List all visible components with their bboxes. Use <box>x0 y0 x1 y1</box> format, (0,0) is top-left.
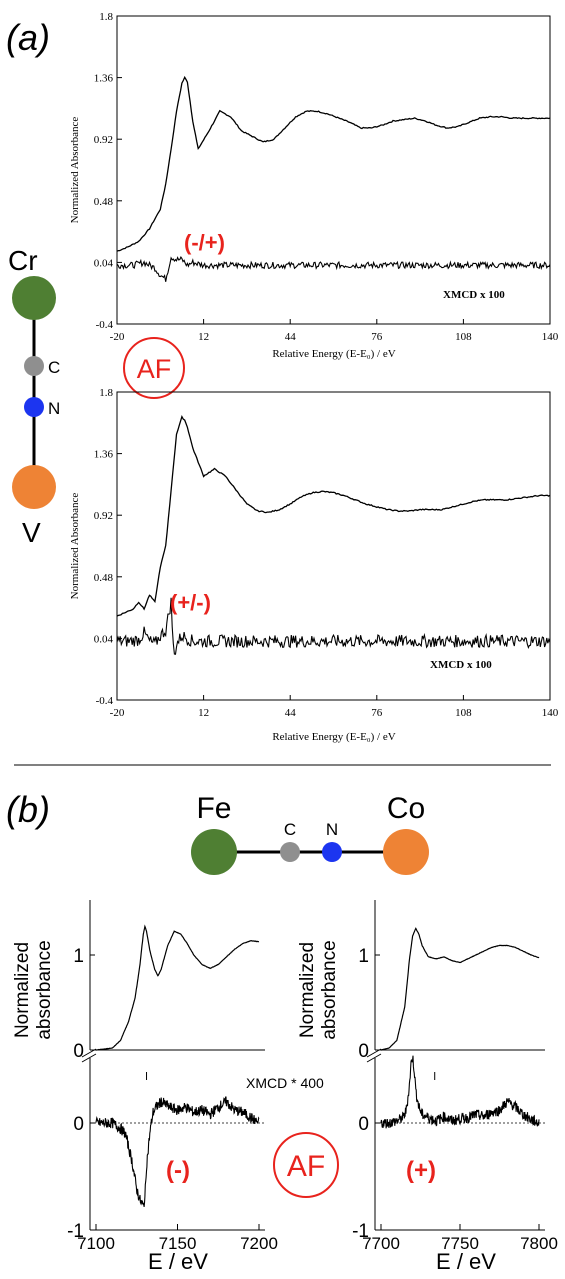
af-badge-a <box>123 337 185 399</box>
molecule-a-cr-label: Cr <box>8 245 38 276</box>
fe-ytick-label: -1 <box>67 1221 84 1242</box>
fe-xmcd-line <box>95 1096 260 1208</box>
fe-ytick-label: 0 <box>73 1041 84 1062</box>
chart-fe-xlabel: E / eV <box>148 1249 208 1274</box>
molecule-a-n-label: N <box>48 399 60 418</box>
chart-fe-sign-label: (-) <box>166 1157 190 1184</box>
co-xtick-label: 7700 <box>362 1234 400 1253</box>
a2-ytick-label: -0.4 <box>96 695 114 707</box>
chart-a-bottom-xlabel: Relative Energy (E-E₀) / eV <box>272 731 395 743</box>
a2-xtick-label: 12 <box>198 707 209 719</box>
chart-a-bottom: -0.40.040.480.921.361.8 -20 12 44 76 108 140 … <box>69 387 559 743</box>
chart-a-top-xmcd-label: XMCD x 100 <box>443 289 505 301</box>
chart-a-top-ylabel: Normalized Absorbance <box>69 117 81 224</box>
molecule-a-v-atom <box>12 465 56 509</box>
co-ylabel-line: Normalized <box>297 942 318 1038</box>
a1-xanes-line <box>116 75 551 252</box>
fe-ytick-label: 0 <box>73 1114 84 1135</box>
a2-xtick-label: 44 <box>285 707 297 719</box>
molecule-b-n-label: N <box>326 820 338 839</box>
co-ytick-label: 0 <box>358 1041 369 1062</box>
a1-xtick-label: -20 <box>110 331 125 343</box>
a2-ytick-label: 0.48 <box>94 572 114 584</box>
fe-xtick-label: 7150 <box>159 1234 197 1253</box>
a1-xtick-label: 140 <box>542 331 559 343</box>
a2-ytick-label: 1.36 <box>94 449 114 461</box>
fe-xtick-label: 7100 <box>77 1234 115 1253</box>
fe-ytick-label: 1 <box>73 946 84 967</box>
panel-b-label: (b) <box>6 789 50 830</box>
a1-ytick-label: -0.4 <box>96 319 114 331</box>
a2-ytick-label: 1.8 <box>99 387 113 399</box>
molecule-b-fe-label: Fe <box>196 792 231 825</box>
a1-xtick-label: 12 <box>198 331 209 343</box>
a1-ytick-label: 1.8 <box>99 11 113 23</box>
a2-ytick-label: 0.92 <box>94 510 113 522</box>
fe-ylabel: Normalized absorbance <box>12 940 55 1039</box>
a2-xmcd-line <box>116 597 551 655</box>
co-ylabel: Normalized absorbance <box>297 940 340 1039</box>
chart-a-top-sign-label: (-/+) <box>184 230 225 255</box>
chart-a-bottom-sign-label: (+/-) <box>170 590 211 615</box>
co-ytick-label: 0 <box>358 1114 369 1135</box>
molecule-a-c-atom <box>24 356 44 376</box>
a1-xmcd-line <box>116 256 551 282</box>
a2-xtick-label: -20 <box>110 707 125 719</box>
molecule-b-co-label: Co <box>387 792 425 825</box>
a2-xtick-label: 140 <box>542 707 559 719</box>
co-xmcd-line <box>380 1055 540 1129</box>
chart-a-bottom-ylabel: Normalized Absorbance <box>69 493 81 600</box>
molecule-b-c-label: C <box>284 820 296 839</box>
molecule-b-n-atom <box>322 842 342 862</box>
af-badge-a-text: AF <box>137 354 172 384</box>
chart-a-top-frame <box>116 15 551 325</box>
fe-xanes-line <box>95 924 260 1051</box>
a2-xtick-label: 108 <box>455 707 472 719</box>
co-ytick-label: -1 <box>352 1221 369 1242</box>
co-xanes-line <box>380 927 540 1051</box>
chart-a-bottom-xmcd-label: XMCD x 100 <box>430 659 492 671</box>
molecule-a-c-label: C <box>48 358 60 377</box>
co-xtick-label: 7750 <box>441 1234 479 1253</box>
co-ylabel-line: absorbance <box>319 940 340 1039</box>
af-badge-b-text: AF <box>287 1150 325 1183</box>
molecule-a-v-label: V <box>22 517 41 548</box>
molecule-a-n-atom <box>24 397 44 417</box>
af-badge-b <box>273 1132 339 1198</box>
panel-a-label: (a) <box>6 17 50 58</box>
molecule-a-cr-atom <box>12 276 56 320</box>
a1-xtick-label: 76 <box>371 331 383 343</box>
a1-ytick-label: 0.48 <box>94 196 114 208</box>
molecule-b-co-atom <box>383 829 429 875</box>
a2-xtick-label: 76 <box>371 707 383 719</box>
chart-co-sign-label: (+) <box>406 1157 436 1184</box>
chart-fe-axis-break <box>81 1048 97 1063</box>
chart-a-top: -0.40.040.480.921.361.8 -20 12 44 76 108 140 … <box>69 11 559 360</box>
fe-ylabel-line: Normalized <box>12 942 33 1038</box>
a1-ytick-label: 1.36 <box>94 73 114 85</box>
molecule-b-c-atom <box>280 842 300 862</box>
a1-xtick-label: 108 <box>455 331 472 343</box>
co-ytick-label: 1 <box>358 946 369 967</box>
a1-xtick-label: 44 <box>285 331 297 343</box>
a2-xanes-line <box>116 415 551 617</box>
a1-ytick-label: 0.92 <box>94 134 113 146</box>
molecule-b-fe-atom <box>191 829 237 875</box>
chart-co-axis-break <box>366 1048 382 1063</box>
chart-a-bottom-frame <box>116 391 551 701</box>
co-xtick-label: 7800 <box>520 1234 558 1253</box>
fe-xtick-label: 7200 <box>240 1234 278 1253</box>
a1-ytick-label: 0.04 <box>94 257 114 269</box>
fe-ylabel-line: absorbance <box>34 940 55 1039</box>
chart-co-xlabel: E / eV <box>436 1249 496 1274</box>
chart-fe-xmcd-label: XMCD * 400 <box>246 1075 324 1091</box>
a2-ytick-label: 0.04 <box>94 633 114 645</box>
chart-a-top-xlabel: Relative Energy (E-E₀) / eV <box>272 348 395 360</box>
